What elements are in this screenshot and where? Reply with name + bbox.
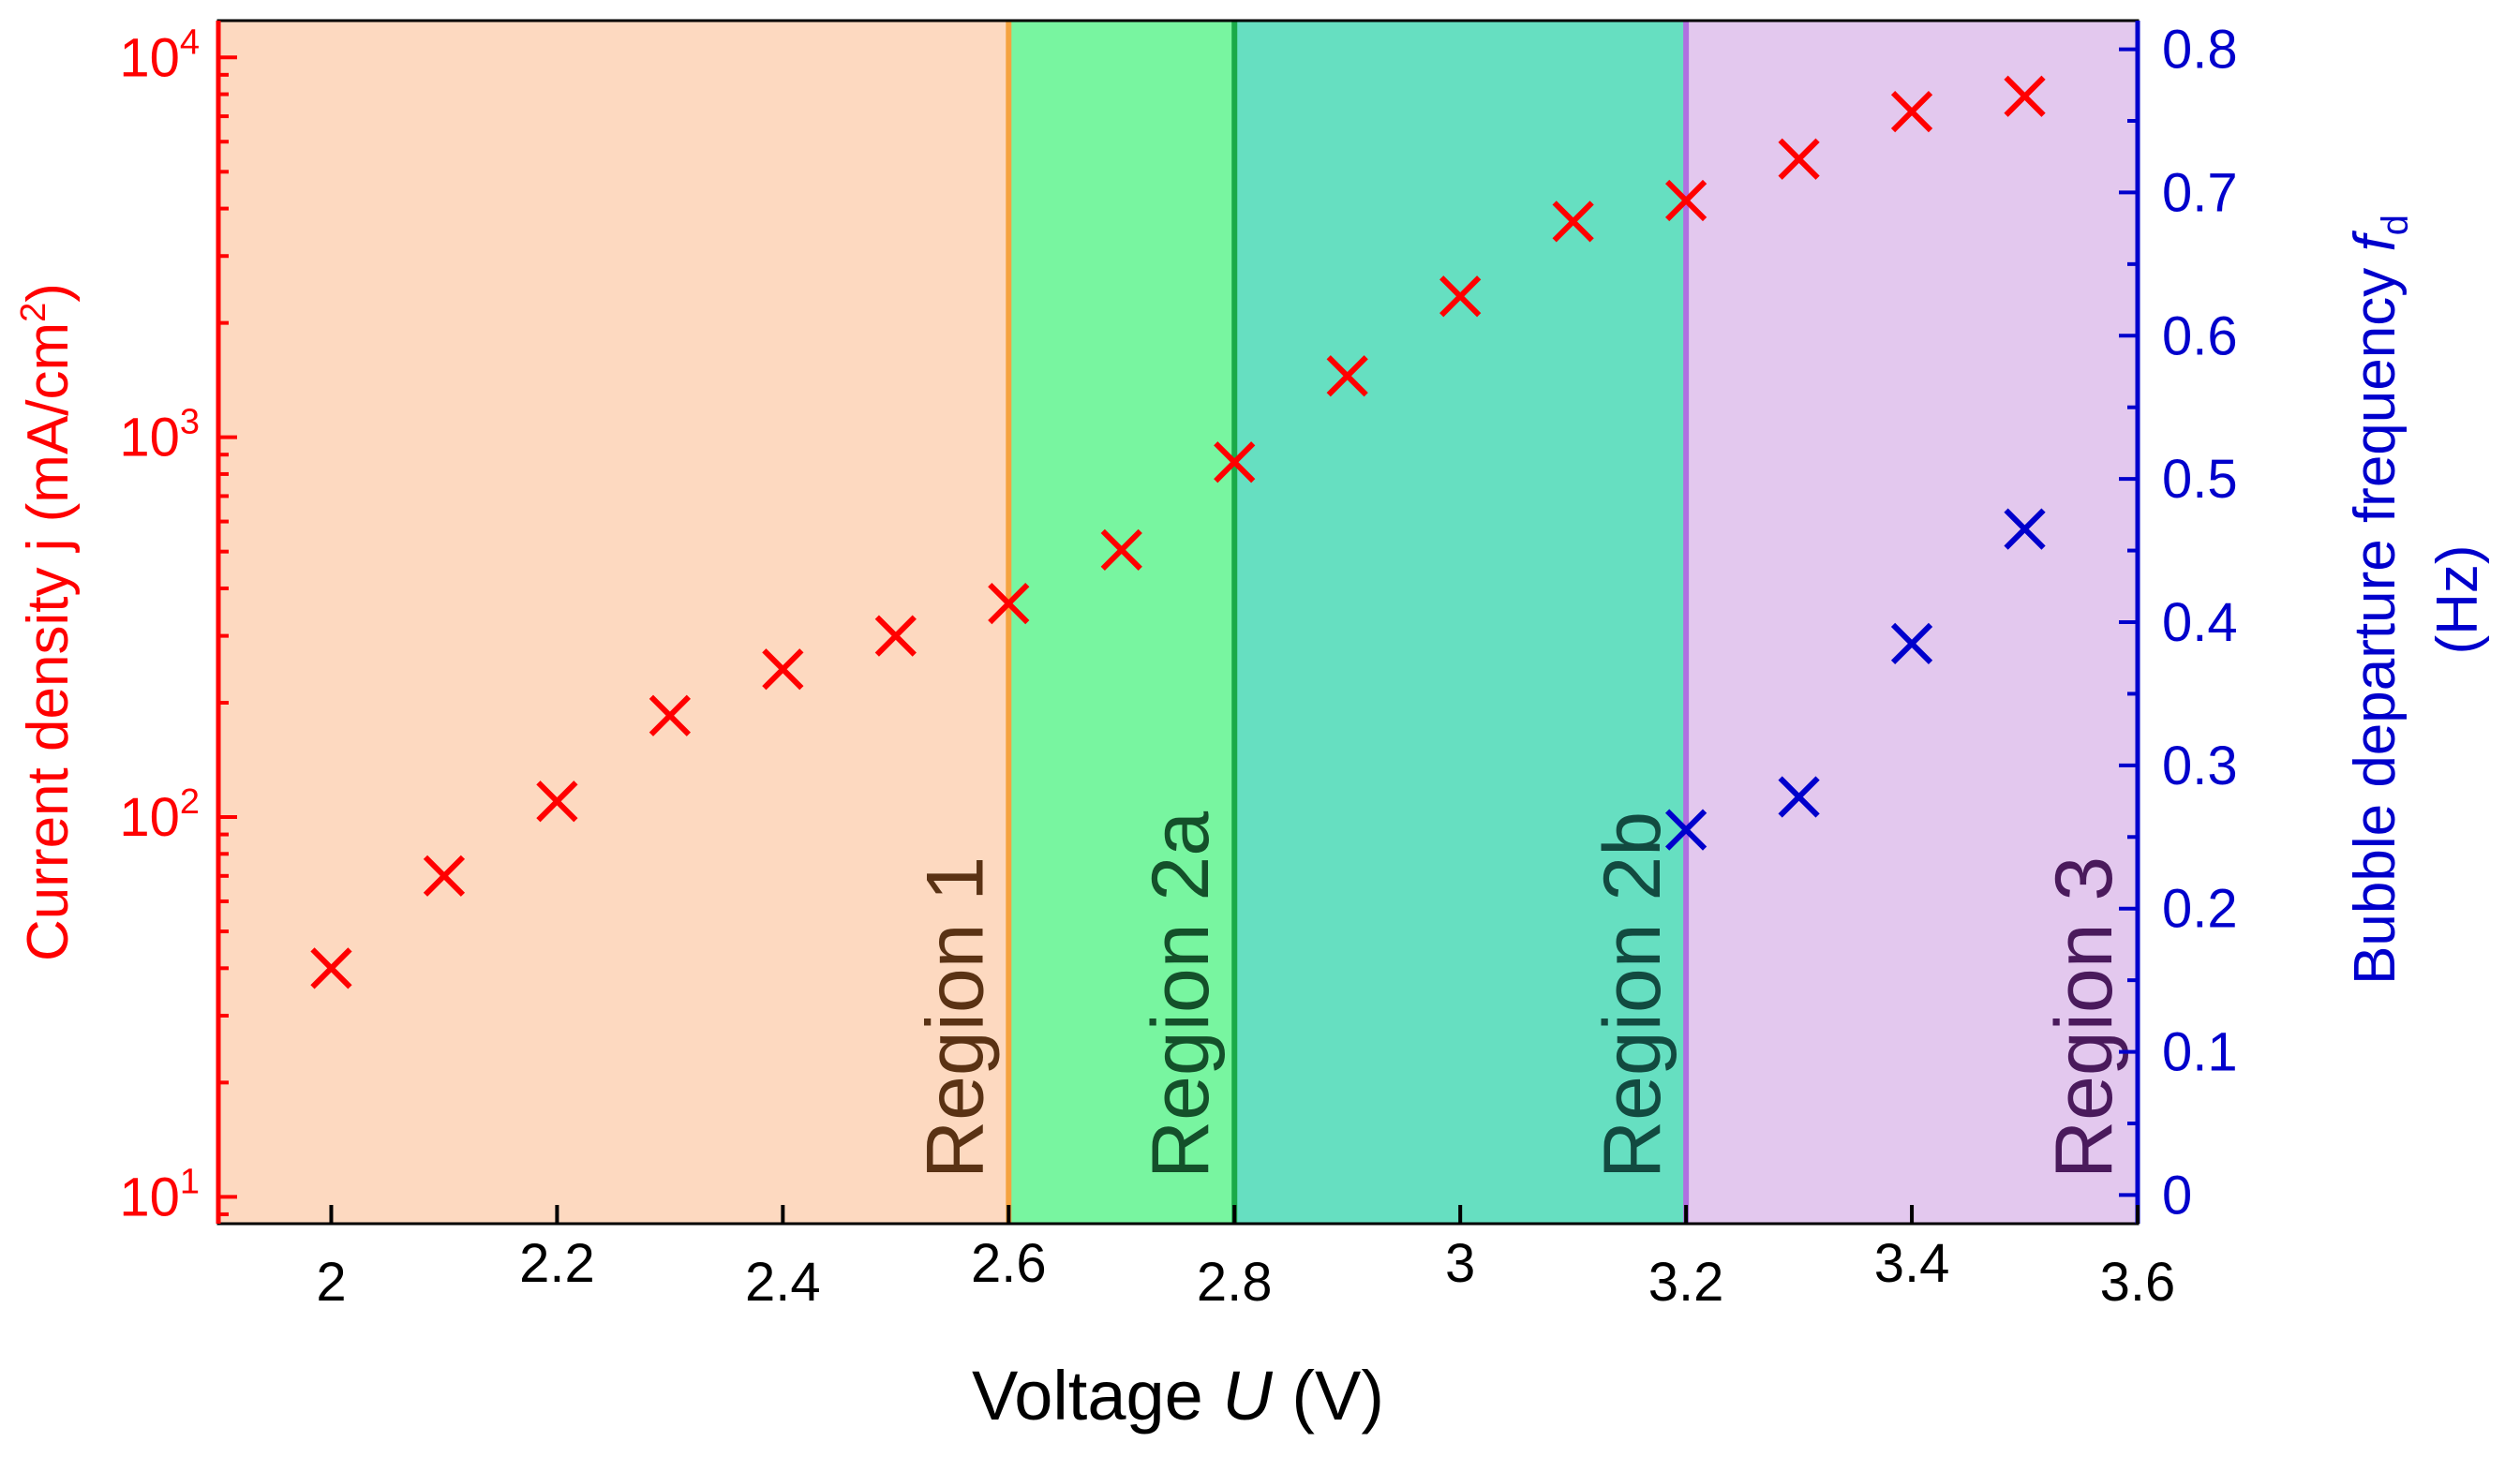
x-axis: 2 2.2 2.4 2.6 2.8 3 3.2 3.4 3.6 (316, 1205, 2175, 1313)
right-tick-label-0-4: 0.4 (2162, 592, 2238, 653)
left-tick-label-1000: 103 (119, 403, 200, 468)
right-tick-label-0-7: 0.7 (2162, 162, 2238, 223)
marker-left-2-5 (874, 615, 917, 657)
marker-right-3-5 (2004, 508, 2046, 550)
left-y-axis: 101 102 103 104 (119, 21, 237, 1227)
marker-left-2-1 (423, 855, 466, 897)
region-bg-region-2a (1008, 21, 1235, 1224)
series-current-density-j (310, 75, 2046, 989)
region-boundaries (1006, 21, 1690, 1224)
marker-left-3-3 (1778, 138, 1820, 180)
right-y-axis: 0 0.1 0.2 0.3 0.4 0.5 0.6 0.7 0.8 (2119, 20, 2238, 1226)
right-tick-label-0-5: 0.5 (2162, 449, 2238, 510)
x-tick-label-2-4: 2.4 (745, 1252, 821, 1313)
marker-left-2-6 (988, 582, 1030, 625)
region-label-region-3: Region 3 (2039, 856, 2129, 1179)
marker-left-3-1 (1552, 201, 1594, 243)
marker-left-3-2 (1664, 179, 1707, 222)
right-y-axis-title-line1: Bubble departure frequency fd (2343, 215, 2416, 985)
marker-left-2-7 (1100, 528, 1142, 572)
x-tick-label-3-4: 3.4 (1874, 1233, 1950, 1294)
marker-left-3-5 (2004, 75, 2046, 117)
marker-left-2-4 (762, 648, 804, 691)
x-tick-label-3-2: 3.2 (1648, 1252, 1724, 1313)
marker-left-3 (1439, 275, 1482, 318)
marker-right-3-4 (1890, 622, 1933, 665)
right-tick-label-0-3: 0.3 (2162, 736, 2238, 796)
marker-right-3-2 (1664, 809, 1707, 851)
region-bg-region-2b (1234, 21, 1687, 1224)
left-tick-label-10000: 104 (119, 22, 200, 88)
series-bubble-departure-frequency-fd (1664, 508, 2046, 851)
marker-right-3-3 (1778, 776, 1820, 818)
marker-left-2-3 (649, 694, 692, 736)
region-backgrounds (218, 21, 2138, 1224)
left-tick-label-100: 102 (119, 782, 200, 848)
marker-left-2-8 (1214, 441, 1256, 483)
right-tick-label-0-1: 0.1 (2162, 1022, 2238, 1083)
left-tick-label-10: 101 (119, 1162, 200, 1227)
x-tick-label-3: 3 (1445, 1233, 1475, 1294)
left-y-axis-title: Current density j (mA/cm2) (14, 283, 81, 961)
marker-left-2-2 (536, 781, 578, 823)
right-tick-label-0-2: 0.2 (2162, 879, 2238, 940)
region-bg-region-3 (1686, 21, 2138, 1224)
x-tick-label-2-2: 2.2 (519, 1233, 595, 1294)
region-label-region-2a: Region 2a (1136, 811, 1226, 1179)
right-tick-label-0: 0 (2162, 1165, 2192, 1226)
x-tick-label-3-6: 3.6 (2100, 1252, 2176, 1313)
x-tick-label-2-8: 2.8 (1197, 1252, 1273, 1313)
marker-left-2-9 (1326, 355, 1368, 397)
x-axis-title: Voltage U (V) (972, 1357, 1384, 1435)
x-tick-label-2-6: 2.6 (971, 1233, 1047, 1294)
marker-left-2 (310, 947, 352, 989)
right-y-axis-title-line2: (Hz) (2425, 544, 2490, 654)
region-bg-region-1 (218, 21, 1009, 1224)
region-label-region-1: Region 1 (910, 856, 1000, 1179)
data-series (310, 75, 2046, 989)
x-tick-label-2: 2 (316, 1252, 346, 1313)
region-label-region-2b: Region 2b (1588, 811, 1678, 1179)
marker-left-3-4 (1890, 90, 1933, 133)
right-tick-label-0-8: 0.8 (2162, 20, 2238, 81)
right-tick-label-0-6: 0.6 (2162, 305, 2238, 366)
region-labels: Region 1 Region 2a Region 2b Region 3 (910, 811, 2129, 1179)
